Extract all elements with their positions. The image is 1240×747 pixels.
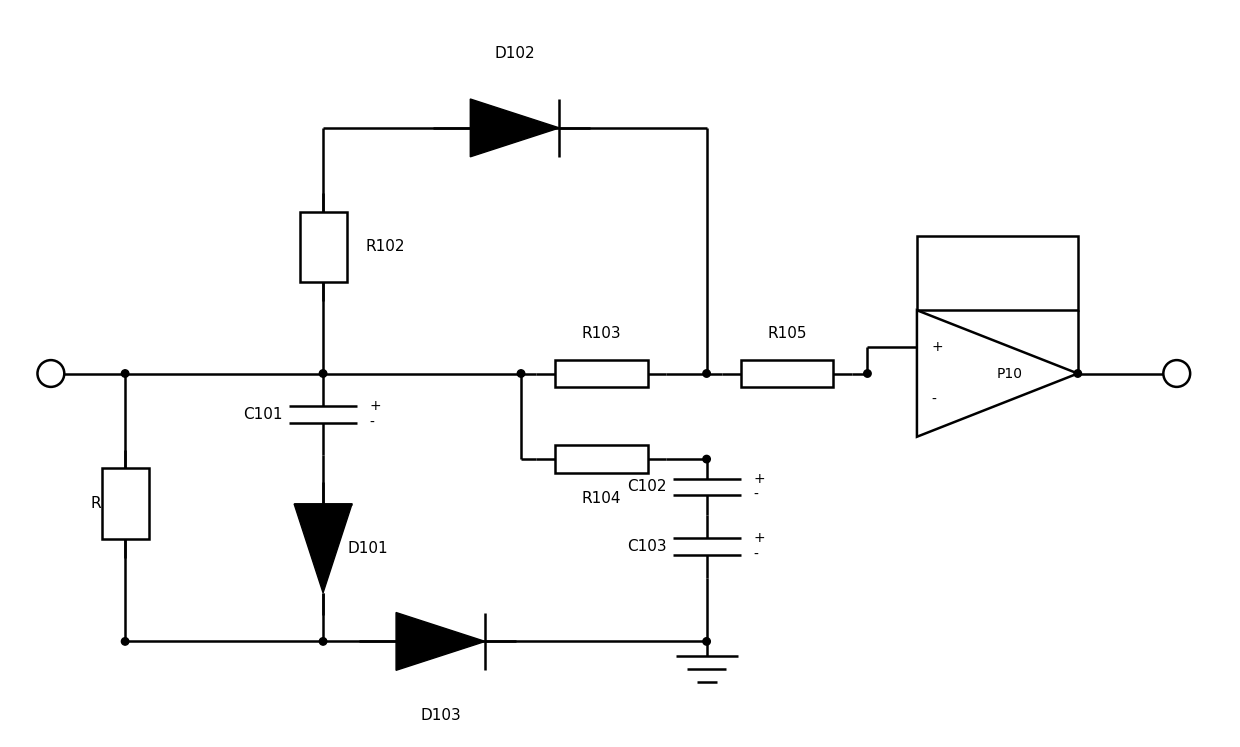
Circle shape (703, 456, 711, 463)
Circle shape (864, 370, 872, 377)
Polygon shape (396, 613, 485, 670)
Text: -: - (931, 393, 936, 407)
Circle shape (517, 370, 525, 377)
Text: +: + (753, 472, 765, 486)
Text: C101: C101 (243, 407, 283, 422)
Polygon shape (470, 99, 559, 157)
Bar (740, 360, 833, 387)
Text: +: + (370, 399, 381, 413)
Text: R104: R104 (582, 492, 621, 506)
Text: R101: R101 (91, 496, 130, 511)
Text: R105: R105 (768, 326, 807, 341)
Circle shape (1074, 370, 1081, 377)
Text: C103: C103 (626, 539, 666, 554)
Circle shape (37, 360, 64, 387)
Text: R103: R103 (582, 326, 621, 341)
Polygon shape (916, 310, 1078, 437)
Bar (916, 236, 1078, 310)
Text: +: + (931, 340, 944, 354)
Text: D102: D102 (495, 46, 536, 61)
Circle shape (122, 370, 129, 377)
Text: D101: D101 (347, 541, 388, 556)
Circle shape (320, 370, 327, 377)
Circle shape (320, 638, 327, 645)
Circle shape (122, 638, 129, 645)
Circle shape (703, 638, 711, 645)
Text: P10: P10 (997, 367, 1023, 380)
Text: C102: C102 (627, 480, 666, 495)
Text: R102: R102 (365, 240, 404, 255)
Polygon shape (294, 504, 352, 593)
Text: -: - (753, 489, 758, 502)
Circle shape (1163, 360, 1190, 387)
Bar (300, 211, 346, 282)
Bar (556, 445, 647, 473)
Bar (556, 360, 647, 387)
Text: D103: D103 (420, 708, 461, 723)
Text: -: - (370, 415, 374, 430)
Circle shape (703, 370, 711, 377)
Bar (102, 468, 149, 539)
Text: +: + (753, 531, 765, 545)
Text: -: - (753, 548, 758, 562)
